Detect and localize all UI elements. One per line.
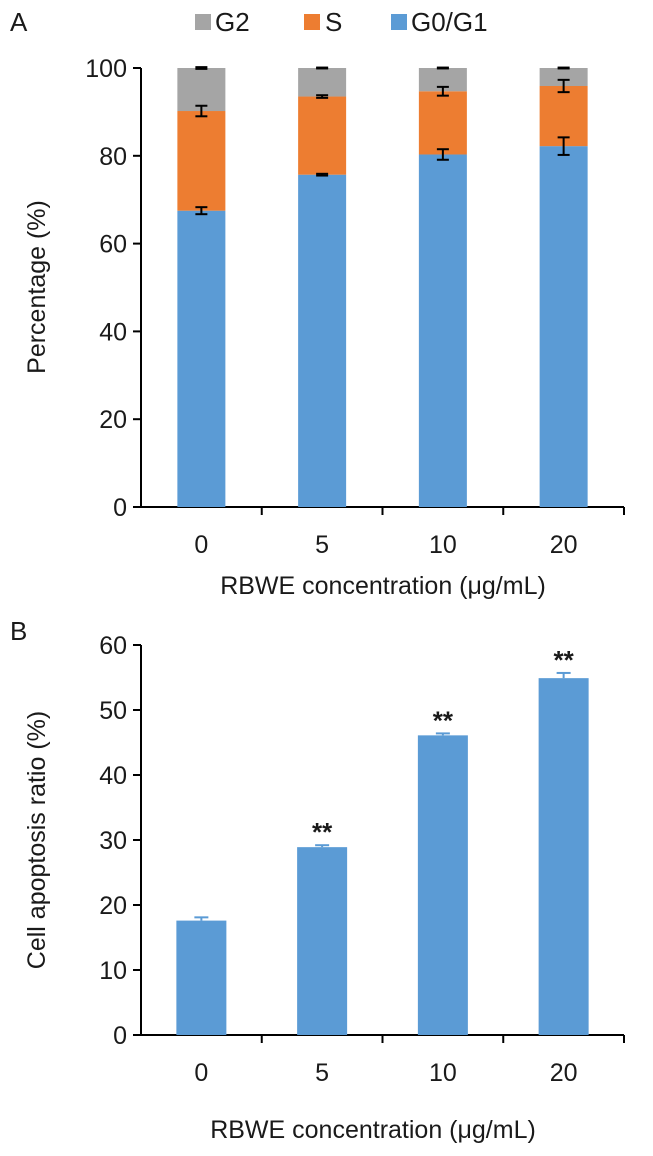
x-tick-label-b: 0 — [194, 1059, 208, 1087]
legend-label-g0g1: G0/G1 — [411, 7, 488, 37]
y-tick-label-b: 30 — [99, 827, 127, 855]
y-tick-label-b: 10 — [99, 957, 127, 985]
bar-segment-g2 — [177, 68, 226, 112]
y-tick-label-a: 40 — [99, 318, 127, 346]
y-axis-title-b: Cell apoptosis ratio (%) — [23, 711, 51, 969]
plot-area-b: 0 10 20 30 40 50 60 0 5 10 20 ** ** ** — [99, 632, 625, 1087]
bar-segment-s — [298, 96, 347, 175]
panel-b: B 0 10 20 30 40 50 60 0 5 10 20 ** ** ** Cell apoptos… — [10, 616, 625, 1144]
bar-segment-g0g1 — [418, 154, 467, 507]
y-tick-label-a: 0 — [113, 494, 127, 522]
significance-label: ** — [312, 817, 333, 847]
bar — [176, 920, 227, 1035]
bar — [538, 678, 589, 1035]
significance-label: ** — [554, 645, 575, 675]
legend-item-g2: G2 — [195, 7, 250, 37]
plot-area-a: 0 20 40 60 80 100 0 5 10 20 — [85, 55, 625, 559]
legend-a: G2 S G0/G1 — [195, 7, 488, 37]
bar-segment-g0g1 — [539, 146, 588, 507]
y-tick-label-a: 100 — [85, 55, 127, 83]
x-tick-label-a: 10 — [429, 531, 457, 559]
y-tick-label-a: 20 — [99, 406, 127, 434]
x-tick-label-b: 20 — [550, 1059, 578, 1087]
significance-label: ** — [433, 705, 454, 735]
y-tick-label-a: 60 — [99, 231, 127, 259]
bar-segment-s — [539, 85, 588, 147]
x-axis-title-a: RBWE concentration (μg/mL) — [220, 572, 546, 600]
legend-item-s: S — [304, 7, 342, 37]
panel-b-label: B — [10, 616, 27, 646]
y-tick-label-a: 80 — [99, 143, 127, 171]
bar-segment-g2 — [539, 68, 588, 86]
y-tick-label-b: 50 — [99, 697, 127, 725]
legend-swatch-g0g1 — [391, 14, 407, 30]
x-tick-label-a: 20 — [550, 531, 578, 559]
panel-a-label: A — [10, 7, 28, 37]
y-tick-label-b: 20 — [99, 892, 127, 920]
y-axis-title-a: Percentage (%) — [23, 200, 51, 374]
x-tick-label-b: 10 — [429, 1059, 457, 1087]
bar-segment-s — [418, 91, 467, 155]
legend-swatch-s — [304, 14, 320, 30]
x-tick-label-a: 0 — [194, 531, 208, 559]
y-tick-label-b: 60 — [99, 632, 127, 660]
x-tick-label-b: 5 — [315, 1059, 329, 1087]
bar — [297, 847, 348, 1035]
bar-segment-s — [177, 111, 226, 211]
legend-label-g2: G2 — [215, 7, 250, 37]
bar-segment-g0g1 — [298, 174, 347, 507]
panel-a: A G2 S G0/G1 0 20 40 60 80 100 0 5 10 20 Percenta… — [10, 7, 625, 600]
y-tick-label-b: 40 — [99, 762, 127, 790]
legend-item-g0g1: G0/G1 — [391, 7, 488, 37]
y-tick-label-b: 0 — [113, 1022, 127, 1050]
bar-segment-g0g1 — [177, 210, 226, 508]
bar-segment-g2 — [418, 68, 467, 92]
legend-label-s: S — [325, 7, 342, 37]
bar-segment-g2 — [298, 68, 347, 97]
x-axis-title-b: RBWE concentration (μg/mL) — [210, 1116, 536, 1144]
x-tick-label-a: 5 — [315, 531, 329, 559]
legend-swatch-g2 — [195, 14, 211, 30]
bar — [417, 735, 468, 1035]
